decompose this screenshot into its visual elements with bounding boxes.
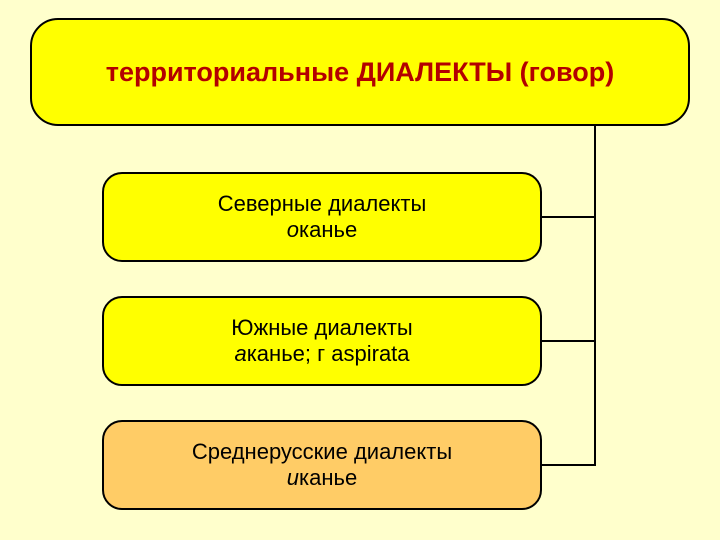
- subtitle-italic-prefix: а: [234, 341, 246, 366]
- subtitle-italic-prefix: и: [287, 465, 299, 490]
- subtitle-rest: канье; г aspirata: [247, 341, 410, 366]
- connector-branch-3: [542, 464, 596, 466]
- header-title: территориальные ДИАЛЕКТЫ (говор): [106, 57, 615, 88]
- dialect-subtitle: иканье: [287, 465, 357, 491]
- dialect-box-south: Южные диалекты аканье; г aspirata: [102, 296, 542, 386]
- dialect-box-north: Северные диалекты оканье: [102, 172, 542, 262]
- header-box: территориальные ДИАЛЕКТЫ (говор): [30, 18, 690, 126]
- connector-trunk: [594, 126, 596, 464]
- subtitle-rest: канье: [299, 465, 357, 490]
- dialect-title: Северные диалекты: [218, 191, 427, 217]
- subtitle-italic-prefix: о: [287, 217, 299, 242]
- connector-branch-2: [542, 340, 596, 342]
- dialect-subtitle: оканье: [287, 217, 357, 243]
- dialect-box-central: Среднерусские диалекты иканье: [102, 420, 542, 510]
- connector-branch-1: [542, 216, 596, 218]
- subtitle-rest: канье: [299, 217, 357, 242]
- dialect-title: Среднерусские диалекты: [192, 439, 452, 465]
- dialect-subtitle: аканье; г aspirata: [234, 341, 409, 367]
- dialect-title: Южные диалекты: [231, 315, 412, 341]
